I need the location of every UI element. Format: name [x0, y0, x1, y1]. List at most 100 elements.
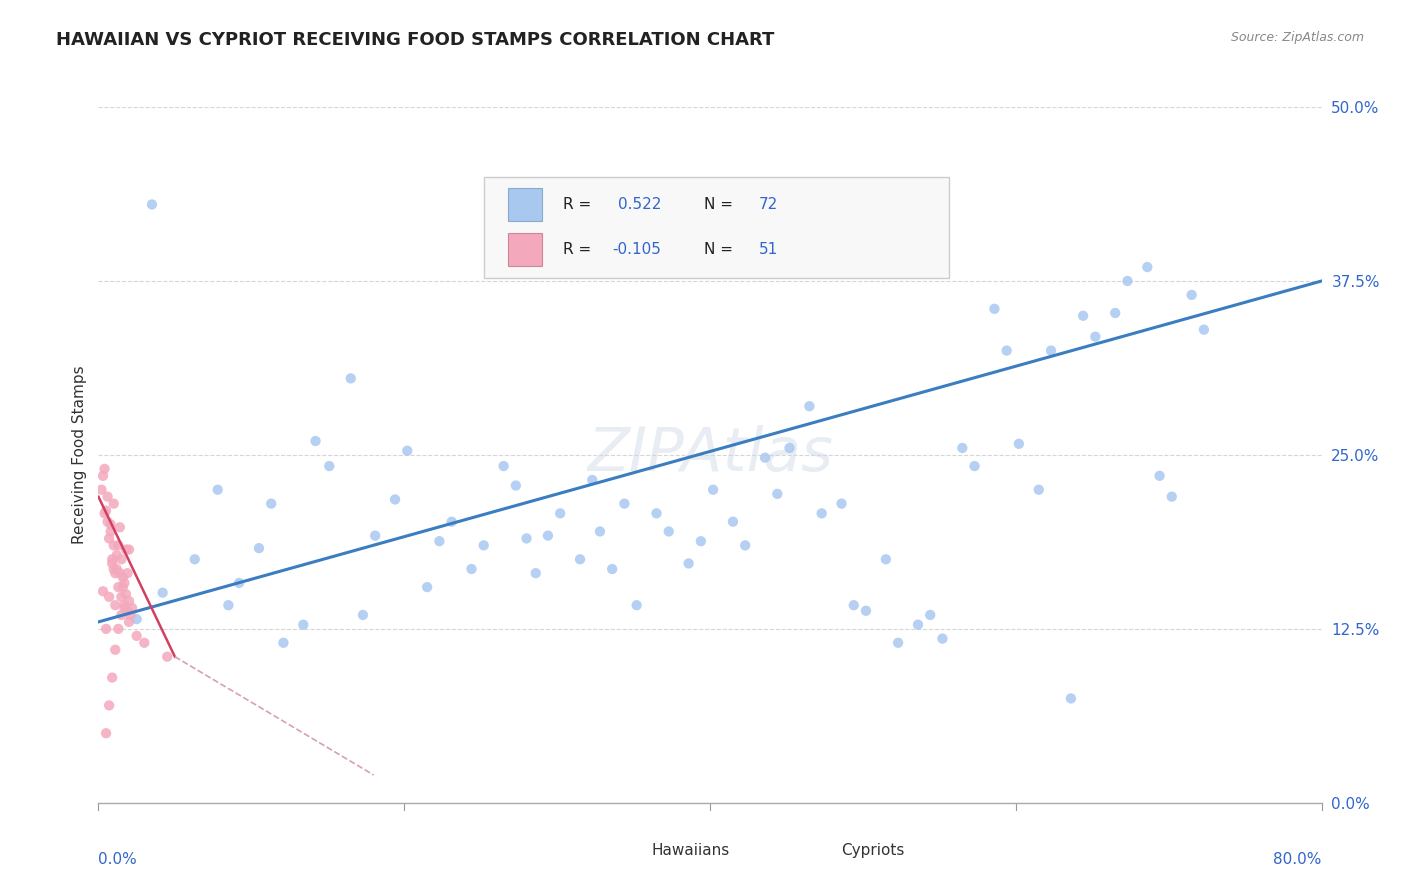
Point [101, 552, 124, 566]
Point [364, 528, 387, 542]
Point [97, 490, 120, 504]
Point [118, 615, 141, 629]
Point [472, 538, 495, 552]
Point [110, 590, 132, 604]
Point [110, 552, 132, 566]
Bar [508, 233, 543, 267]
Point [91, 584, 114, 599]
Text: 80.0%: 80.0% [1274, 852, 1322, 866]
Bar [801, 842, 828, 864]
Point [112, 601, 135, 615]
Point [842, 598, 865, 612]
Y-axis label: Receiving Food Stamps: Receiving Food Stamps [72, 366, 87, 544]
Text: N =: N = [704, 197, 738, 212]
Point [103, 538, 125, 552]
Point [217, 598, 239, 612]
Bar [508, 187, 543, 221]
Point [103, 562, 125, 576]
Point [429, 534, 451, 549]
Point [207, 483, 229, 497]
Point [152, 585, 174, 599]
Point [1071, 309, 1094, 323]
Point [569, 552, 592, 566]
Point [108, 566, 131, 581]
Point [134, 636, 156, 650]
Point [273, 636, 295, 650]
Point [121, 601, 143, 615]
Point [111, 570, 134, 584]
Point [766, 487, 789, 501]
Point [104, 642, 127, 657]
Point [931, 632, 953, 646]
Point [117, 566, 139, 581]
Point [505, 478, 527, 492]
Point [548, 507, 571, 521]
Point [1136, 260, 1159, 274]
Point [125, 612, 148, 626]
Point [184, 552, 207, 566]
Point [524, 566, 547, 581]
Point [645, 507, 668, 521]
Point [396, 443, 419, 458]
Point [93, 462, 115, 476]
Text: 51: 51 [759, 242, 778, 257]
Text: Cypriots: Cypriots [841, 843, 904, 857]
Point [352, 607, 374, 622]
Text: 72: 72 [759, 197, 778, 212]
Point [103, 497, 125, 511]
FancyBboxPatch shape [484, 177, 949, 277]
Point [678, 557, 700, 571]
Point [1008, 437, 1031, 451]
Point [1116, 274, 1139, 288]
Point [260, 497, 283, 511]
Point [983, 301, 1005, 316]
Point [112, 598, 135, 612]
Point [141, 197, 163, 211]
Point [100, 517, 122, 532]
Point [1160, 490, 1182, 504]
Point [107, 580, 129, 594]
Text: N =: N = [704, 242, 738, 257]
Point [318, 458, 340, 473]
Point [304, 434, 326, 448]
Point [995, 343, 1018, 358]
Point [875, 552, 897, 566]
Point [107, 538, 129, 552]
Point [94, 503, 117, 517]
Point [104, 598, 127, 612]
Point [156, 649, 179, 664]
Point [118, 542, 141, 557]
Point [101, 557, 124, 571]
Point [1104, 306, 1126, 320]
Point [98, 698, 121, 713]
Point [111, 580, 134, 594]
Point [339, 371, 361, 385]
Point [440, 515, 463, 529]
Point [108, 520, 131, 534]
Point [537, 528, 560, 542]
Text: 0.0%: 0.0% [98, 852, 138, 866]
Text: ZIPAtlas: ZIPAtlas [588, 425, 832, 484]
Point [887, 636, 910, 650]
Point [98, 532, 121, 546]
Point [721, 515, 744, 529]
Point [754, 450, 776, 465]
Text: R =: R = [564, 197, 596, 212]
Point [799, 399, 821, 413]
Point [460, 562, 482, 576]
Point [702, 483, 724, 497]
Point [112, 576, 135, 591]
Point [104, 566, 127, 581]
Point [589, 524, 612, 539]
Point [292, 617, 315, 632]
Point [658, 524, 681, 539]
Point [950, 441, 973, 455]
Point [831, 497, 853, 511]
Point [907, 617, 929, 632]
Text: -0.105: -0.105 [612, 242, 661, 257]
Point [1149, 468, 1171, 483]
Point [384, 492, 406, 507]
Point [734, 538, 756, 552]
Point [626, 598, 648, 612]
Point [1040, 343, 1063, 358]
